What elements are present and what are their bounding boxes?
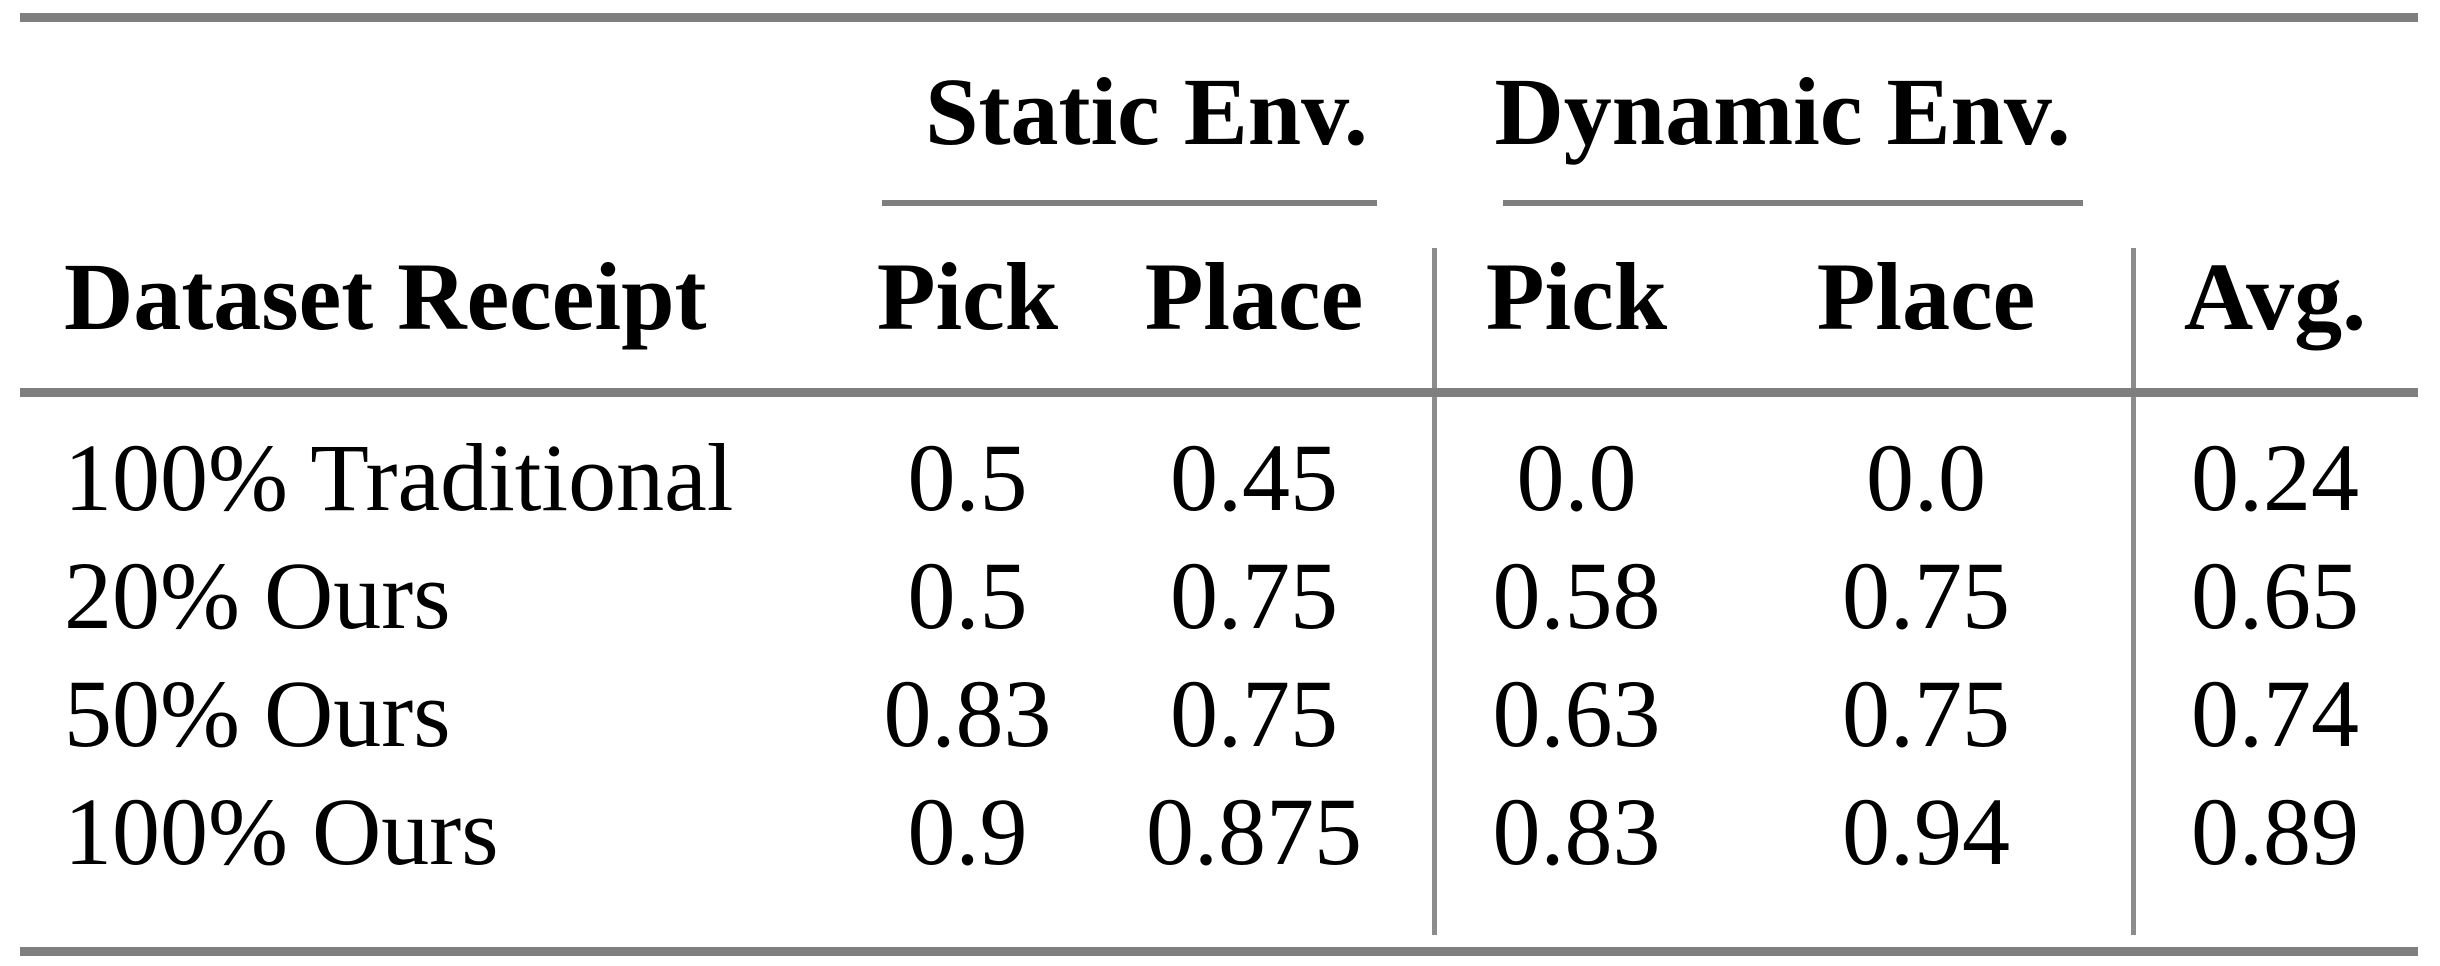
header-static-pick: Pick	[876, 242, 1059, 350]
cell-dynamic-pick: 0.83	[1492, 777, 1661, 885]
table-row: 20% Ours 0.5 0.75 0.58 0.75 0.65	[20, 536, 2418, 654]
table-row: 50% Ours 0.83 0.75 0.63 0.75 0.74	[20, 654, 2418, 772]
header-dynamic-place: Place	[1816, 242, 2036, 350]
header-static-place: Place	[1144, 242, 1364, 350]
header-avg: Avg.	[2183, 242, 2367, 350]
row-label: 100% Traditional	[64, 423, 734, 531]
cell-avg: 0.24	[2191, 423, 2360, 531]
results-table: Static Env. Dynamic Env. Dataset Receipt…	[20, 22, 2418, 890]
cell-static-place: 0.75	[1170, 541, 1338, 649]
dynamic-env-underline-rule	[1503, 200, 2083, 206]
cell-dynamic-pick: 0.0	[1516, 423, 1637, 531]
row-label: 50% Ours	[64, 659, 451, 767]
cell-dynamic-place: 0.75	[1842, 659, 2011, 767]
cell-static-place: 0.875	[1146, 777, 1362, 885]
table-row: 100% Ours 0.9 0.875 0.83 0.94 0.89	[20, 772, 2418, 890]
cell-static-pick: 0.5	[907, 541, 1028, 649]
cell-static-pick: 0.9	[907, 777, 1028, 885]
group-header-spacer-left	[20, 22, 860, 200]
cell-dynamic-pick: 0.58	[1492, 541, 1661, 649]
cell-avg: 0.74	[2191, 659, 2360, 767]
dynamic-env-group-label: Dynamic Env.	[1494, 57, 2071, 165]
cell-avg: 0.65	[2191, 541, 2360, 649]
cell-static-place: 0.45	[1170, 423, 1338, 531]
header-dynamic-pick: Pick	[1485, 242, 1668, 350]
row-label: 100% Ours	[64, 777, 499, 885]
group-header-row: Static Env. Dynamic Env.	[20, 22, 2418, 200]
header-dataset-receipt: Dataset Receipt	[64, 242, 707, 350]
column-divider-dynamic-avg	[2131, 248, 2136, 935]
table-row: 100% Traditional 0.5 0.45 0.0 0.0 0.24	[20, 392, 2418, 536]
column-group-dynamic-env: Dynamic Env.	[1433, 22, 2132, 200]
row-label: 20% Ours	[64, 541, 451, 649]
static-env-underline-rule	[882, 200, 1377, 206]
cell-avg: 0.89	[2191, 777, 2360, 885]
cell-dynamic-place: 0.0	[1866, 423, 1987, 531]
cell-static-pick: 0.5	[907, 423, 1028, 531]
table-header-rule	[20, 388, 2418, 397]
column-header-row: Dataset Receipt Pick Place Pick Place Av…	[20, 200, 2418, 392]
group-header-spacer-right	[2132, 22, 2418, 200]
cell-dynamic-place: 0.75	[1842, 541, 2011, 649]
column-group-static-env: Static Env.	[860, 22, 1433, 200]
static-env-group-label: Static Env.	[925, 57, 1368, 165]
column-divider-static-dynamic	[1432, 248, 1437, 935]
cell-dynamic-place: 0.94	[1842, 777, 2011, 885]
table-bottom-rule	[20, 947, 2418, 956]
table-top-rule	[20, 13, 2418, 22]
cell-static-place: 0.75	[1170, 659, 1338, 767]
cell-static-pick: 0.83	[883, 659, 1052, 767]
cell-dynamic-pick: 0.63	[1492, 659, 1661, 767]
